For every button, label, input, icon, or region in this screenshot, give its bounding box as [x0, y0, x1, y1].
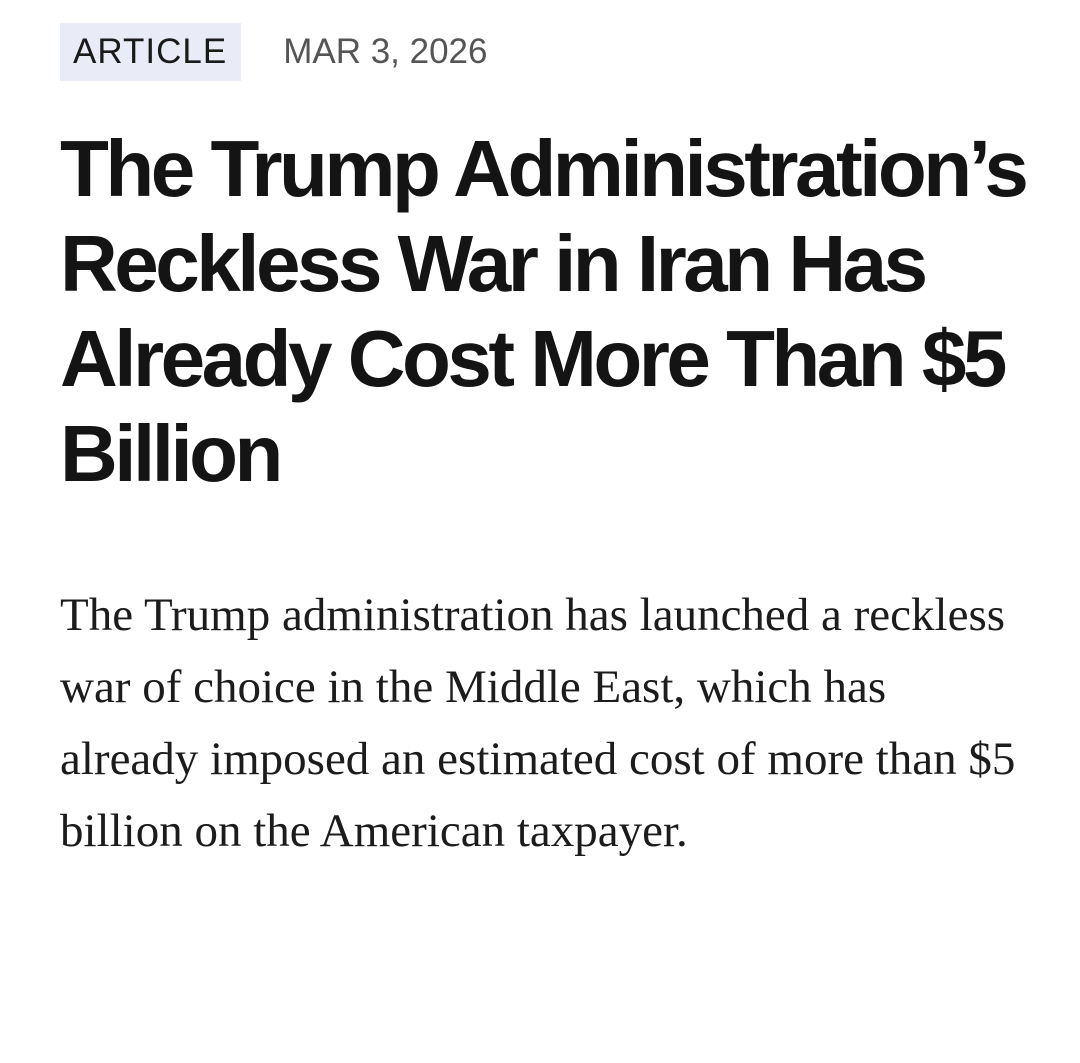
- category-badge[interactable]: ARTICLE: [60, 23, 242, 81]
- article-title: The Trump Administration’s Reckless War …: [60, 124, 1029, 498]
- article-summary: The Trump administration has launched a …: [60, 589, 1016, 857]
- publish-date: MAR 3, 2026: [283, 32, 488, 71]
- article: ARTICLE MAR 3, 2026 The Trump Administra…: [60, 23, 1050, 867]
- article-meta: ARTICLE MAR 3, 2026: [60, 23, 1050, 81]
